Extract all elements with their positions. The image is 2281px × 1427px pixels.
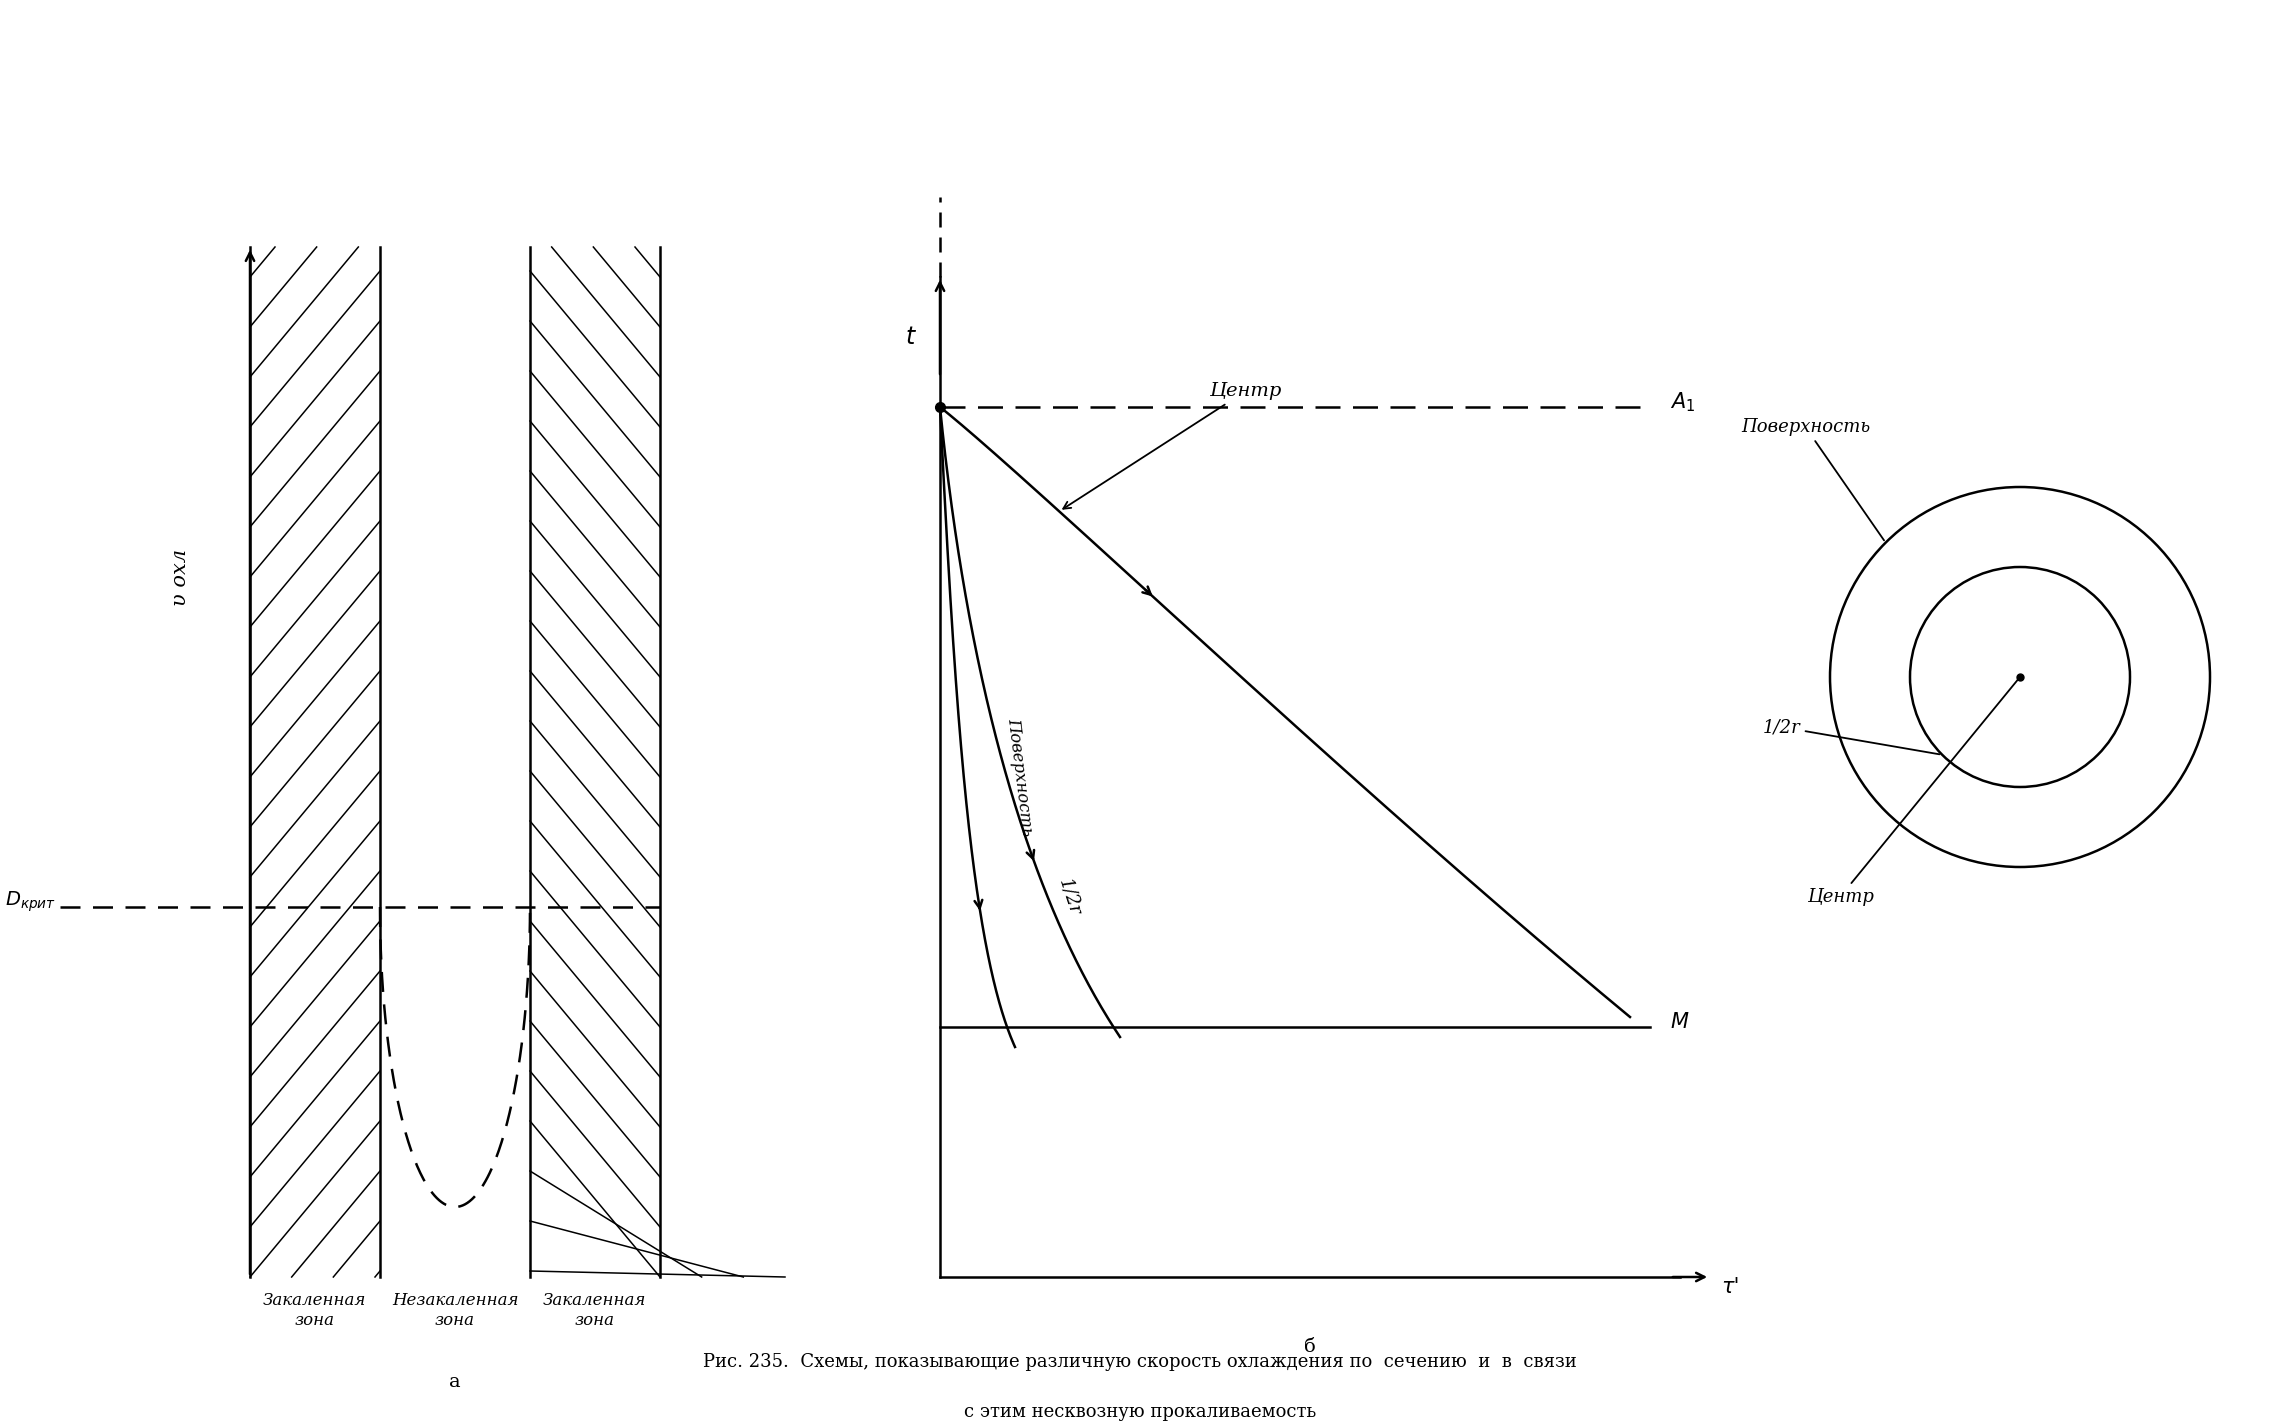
Text: υ охл: υ охл (171, 548, 189, 605)
Text: t: t (906, 325, 915, 350)
Text: $D_{\mathit{крит}}$: $D_{\mathit{крит}}$ (5, 890, 57, 915)
Text: 1/2r: 1/2r (1056, 876, 1083, 918)
Text: $A_1$: $A_1$ (1670, 390, 1695, 414)
Text: Закаленная
зона: Закаленная зона (543, 1291, 648, 1329)
Text: а: а (449, 1373, 461, 1391)
Text: Поверхность: Поверхность (1004, 716, 1036, 838)
Text: б: б (1305, 1339, 1316, 1356)
Text: Рис. 235.  Схемы, показывающие различную скорость охлаждения по  сечению  и  в  : Рис. 235. Схемы, показывающие различную … (703, 1353, 1576, 1371)
Text: Закаленная
зона: Закаленная зона (262, 1291, 367, 1329)
Text: Центр: Центр (1063, 382, 1282, 509)
Text: с этим несквозную прокаливаемость: с этим несквозную прокаливаемость (965, 1403, 1316, 1421)
Text: Незакаленная
зона: Незакаленная зона (392, 1291, 518, 1329)
Text: 1/2r: 1/2r (1763, 718, 1939, 755)
Text: Поверхность: Поверхность (1740, 418, 1884, 541)
Text: M: M (1670, 1012, 1688, 1032)
Text: Центр: Центр (1807, 679, 2019, 906)
Text: τ': τ' (1720, 1277, 1738, 1297)
